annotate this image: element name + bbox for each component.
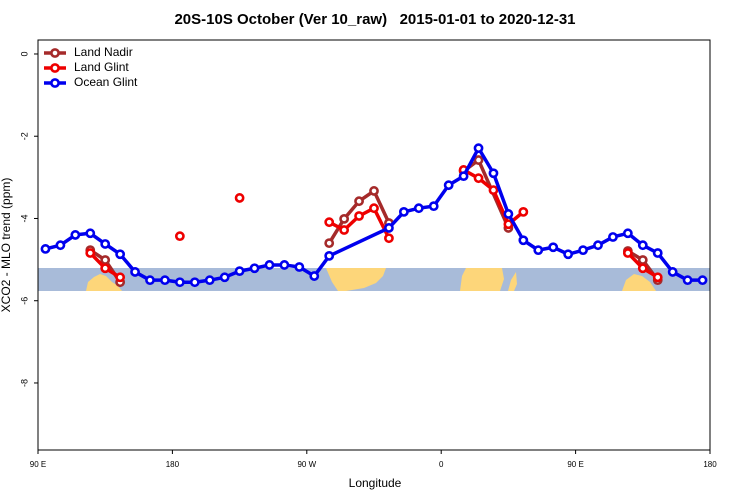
legend-marker	[50, 48, 60, 58]
data-point	[100, 255, 111, 265]
data-point	[354, 196, 364, 207]
x-tick-label: 180	[703, 460, 717, 469]
legend-label: Land Nadir	[74, 45, 133, 59]
data-point	[85, 228, 96, 239]
x-axis-label: Longitude	[349, 476, 402, 490]
x-tick-label: 90 E	[567, 460, 583, 469]
data-point	[324, 250, 335, 261]
data-point	[384, 233, 394, 244]
data-point	[697, 275, 708, 286]
land	[86, 274, 122, 291]
data-point	[264, 260, 275, 270]
x-tick-label: 0	[439, 460, 444, 469]
x-tick-label: 90 W	[297, 460, 316, 469]
data-point	[219, 272, 230, 283]
y-axis-label: XCO2 - MLO trend (ppm)	[0, 178, 13, 313]
data-point	[85, 248, 96, 258]
data-point	[369, 203, 379, 214]
x-tick-label: 180	[166, 460, 180, 469]
data-point	[473, 155, 484, 165]
data-point	[533, 245, 544, 256]
data-point	[622, 228, 633, 239]
data-point	[204, 275, 215, 286]
legend-marker	[50, 78, 60, 88]
data-point	[518, 235, 529, 246]
data-point	[428, 201, 439, 212]
land	[460, 268, 504, 291]
data-point	[369, 186, 379, 196]
data-point	[637, 255, 648, 265]
data-point	[309, 271, 320, 281]
data-point	[443, 180, 454, 191]
plot-frame	[37, 39, 711, 451]
data-point	[458, 171, 469, 182]
data-point	[667, 267, 678, 277]
data-point	[413, 203, 424, 214]
data-point	[249, 263, 260, 274]
legend-label: Land Glint	[74, 60, 129, 74]
data-point	[354, 211, 364, 221]
land	[622, 274, 656, 291]
data-point	[548, 242, 559, 253]
data-point	[115, 249, 126, 260]
data-point	[473, 173, 484, 184]
land	[508, 272, 517, 291]
data-point	[488, 185, 499, 196]
data-point	[339, 213, 350, 224]
data-point	[637, 263, 648, 274]
legend-label: Ocean Glint	[74, 75, 138, 89]
data-point	[682, 275, 693, 286]
data-point	[115, 272, 126, 283]
data-point	[578, 245, 588, 256]
x-tick-label: 90 E	[30, 460, 46, 469]
chart-title: 20S-10S October (Ver 10_raw) 2015-01-01 …	[174, 11, 575, 28]
data-point	[637, 240, 648, 251]
map-strip	[38, 268, 710, 291]
data-point	[145, 275, 155, 286]
data-point	[488, 168, 499, 179]
data-point	[324, 238, 335, 249]
data-point	[473, 143, 484, 154]
data-point	[160, 275, 170, 286]
data-point	[174, 231, 185, 242]
y-tick-label: 0	[19, 51, 29, 56]
data-point	[324, 217, 335, 228]
data-point	[563, 249, 574, 260]
y-tick-label: -8	[19, 379, 29, 387]
legend-marker	[50, 63, 60, 73]
y-tick-label: -4	[19, 214, 29, 222]
data-point	[384, 223, 394, 233]
data-point	[652, 248, 663, 258]
data-point	[100, 239, 111, 249]
data-point	[55, 240, 66, 251]
data-point	[503, 219, 514, 230]
data-point	[130, 267, 140, 277]
data-point	[40, 244, 51, 254]
data-point	[70, 230, 81, 240]
data-point	[593, 240, 603, 251]
data-point	[398, 206, 409, 217]
data-point	[622, 248, 633, 258]
y-tick-label: -6	[19, 297, 29, 305]
data-point	[518, 206, 529, 217]
data-point	[279, 260, 290, 270]
data-point	[652, 272, 663, 283]
land	[326, 268, 386, 291]
data-point	[339, 225, 350, 235]
data-point	[234, 266, 245, 277]
data-point	[174, 277, 185, 288]
y-tick-label: -2	[19, 132, 29, 140]
data-point	[294, 262, 305, 272]
data-point	[189, 277, 200, 288]
data-point	[503, 209, 514, 219]
data-point	[100, 263, 111, 274]
data-point	[608, 232, 618, 242]
data-point	[234, 193, 245, 203]
